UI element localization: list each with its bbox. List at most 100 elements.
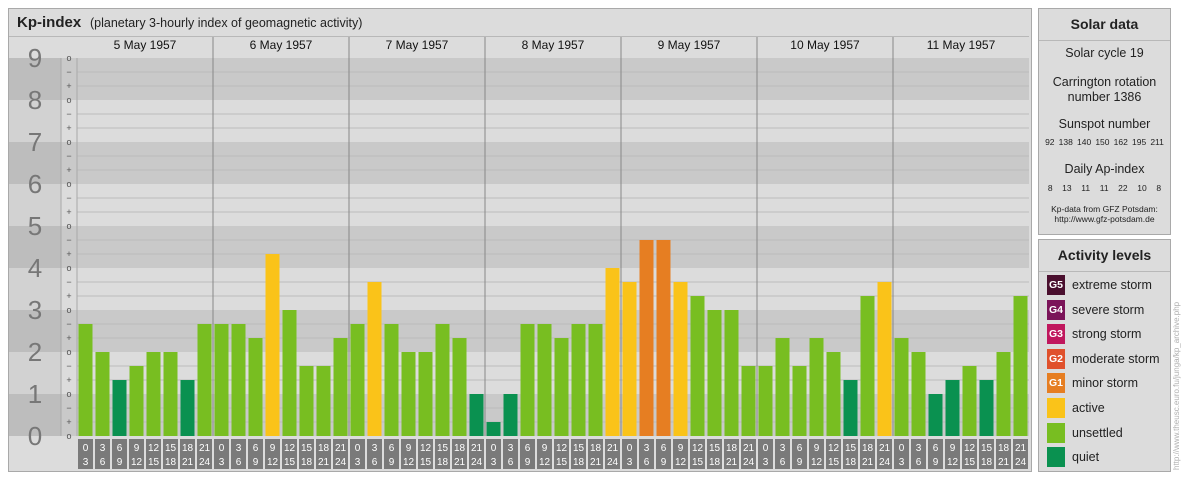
interval-start-label: 12 [964, 443, 976, 454]
ap-value-3: 11 [1099, 183, 1109, 193]
interval-box [911, 439, 926, 469]
kp-bar [758, 365, 773, 436]
activity-levels-title: Activity levels [1039, 240, 1170, 272]
sub-tick-label: − [66, 235, 71, 245]
interval-start-label: 12 [148, 443, 160, 454]
kp-bar [928, 394, 943, 436]
activity-levels-panel: Activity levels G5 extreme storm G4 severe … [1038, 239, 1171, 472]
sub-tick-label: + [66, 123, 71, 133]
interval-end-label: 9 [661, 457, 667, 468]
y-tick-label: 3 [28, 295, 42, 325]
y-tick-label: 5 [28, 211, 42, 241]
interval-end-label: 21 [998, 457, 1010, 468]
sub-tick-label: o [66, 221, 71, 231]
kp-bar [537, 323, 552, 436]
interval-box [163, 439, 178, 469]
interval-start-label: 9 [406, 443, 412, 454]
carrington-line-2: number 1386 [1067, 90, 1142, 104]
y-band-2 [9, 310, 61, 352]
interval-box [333, 439, 348, 469]
interval-end-label: 3 [899, 457, 905, 468]
interval-start-label: 3 [508, 443, 514, 454]
source-link[interactable]: http://www.gfz-potsdam.de [1054, 214, 1155, 224]
interval-end-label: 9 [389, 457, 395, 468]
kp-bar [435, 323, 450, 436]
interval-start-label: 9 [134, 443, 140, 454]
interval-end-label: 3 [355, 457, 361, 468]
interval-end-label: 9 [253, 457, 259, 468]
day-label: 9 May 1957 [658, 38, 721, 52]
interval-box [129, 439, 144, 469]
kp-bar [996, 352, 1011, 436]
interval-box [979, 439, 994, 469]
interval-box [78, 439, 93, 469]
interval-start-label: 6 [253, 443, 259, 454]
kp-bar [197, 323, 212, 436]
y-band-6 [9, 142, 61, 184]
interval-start-label: 0 [83, 443, 89, 454]
ap-values: 8 13 11 11 22 10 8 [1039, 183, 1170, 193]
kp-bar [333, 338, 348, 436]
interval-start-label: 0 [899, 443, 905, 454]
day-label: 11 May 1957 [927, 38, 996, 52]
y-band-4 [9, 226, 61, 268]
legend-label: moderate storm [1072, 351, 1160, 366]
sub-tick-label: + [66, 249, 71, 259]
y-band-1 [9, 352, 61, 394]
interval-start-label: 18 [998, 443, 1010, 454]
solar-data-panel: Solar data Solar cycle 19 Carrington rot… [1038, 8, 1171, 235]
y-tick-label: 8 [28, 85, 42, 115]
interval-end-label: 9 [933, 457, 939, 468]
interval-box [860, 439, 875, 469]
interval-box [554, 439, 569, 469]
interval-end-label: 18 [981, 457, 993, 468]
y-tick-label: 1 [28, 379, 42, 409]
interval-box [486, 439, 501, 469]
interval-box [877, 439, 892, 469]
interval-box [775, 439, 790, 469]
interval-end-label: 15 [148, 457, 160, 468]
legend-item-unsettled: unsettled [1047, 422, 1169, 443]
kp-bar [724, 310, 739, 436]
legend-label: minor storm [1072, 376, 1138, 391]
kp-bar [554, 338, 569, 436]
kp-bar [503, 394, 518, 436]
ap-value-2: 11 [1081, 183, 1091, 193]
interval-start-label: 6 [117, 443, 123, 454]
interval-end-label: 21 [862, 457, 874, 468]
interval-start-label: 3 [644, 443, 650, 454]
interval-box [673, 439, 688, 469]
ap-value-0: 8 [1047, 183, 1053, 193]
interval-start-label: 15 [165, 443, 177, 454]
interval-end-label: 24 [879, 457, 891, 468]
kp-bar [622, 281, 637, 436]
kp-bar [673, 281, 688, 436]
interval-start-label: 3 [916, 443, 922, 454]
interval-start-label: 0 [355, 443, 361, 454]
kp-bar [690, 296, 705, 436]
y-band-0 [9, 394, 61, 436]
kp-bar [401, 352, 416, 436]
solar-cycle: Solar cycle 19 [1065, 46, 1144, 60]
watermark: http://www.theusc.euro.fu/junga/kp_archi… [1172, 301, 1181, 470]
interval-start-label: 6 [933, 443, 939, 454]
kp-bar [911, 352, 926, 436]
sunspot-value-5: 195 [1131, 137, 1147, 147]
kp-bar [112, 380, 127, 436]
interval-end-label: 6 [780, 457, 786, 468]
sunspot-value-2: 140 [1077, 137, 1092, 147]
y-tick-label: 4 [28, 253, 42, 283]
interval-box [639, 439, 654, 469]
interval-end-label: 24 [471, 457, 483, 468]
interval-box [520, 439, 535, 469]
interval-box [809, 439, 824, 469]
sub-tick-label: + [66, 417, 71, 427]
interval-box [350, 439, 365, 469]
interval-box [690, 439, 705, 469]
kp-bar [860, 296, 875, 436]
interval-start-label: 3 [100, 443, 106, 454]
legend-swatch [1047, 398, 1065, 418]
kp-bar [809, 338, 824, 436]
ap-value-5: 10 [1137, 183, 1147, 193]
kp-bar [894, 338, 909, 436]
